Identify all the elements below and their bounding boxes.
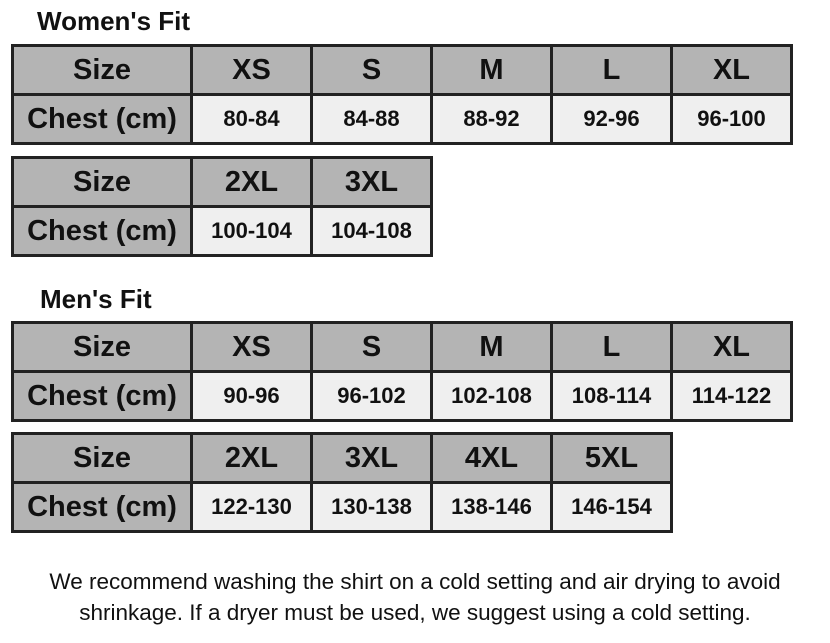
mens-fit-title: Men's Fit: [40, 284, 152, 314]
chest-cell: 90-96: [190, 370, 313, 422]
womens-fit-title: Women's Fit: [37, 6, 191, 36]
size-cell: M: [430, 44, 553, 96]
chest-row: Chest (cm) 80-84 84-88 88-92 92-96 96-100: [11, 93, 793, 145]
chest-header: Chest (cm): [11, 205, 193, 257]
chest-header: Chest (cm): [11, 370, 193, 422]
size-cell: XL: [670, 321, 793, 373]
size-cell: 5XL: [550, 432, 673, 484]
chest-cell: 138-146: [430, 481, 553, 533]
size-cell: XS: [190, 321, 313, 373]
womens-size-table: Size 2XL 3XL Chest (cm) 100-104 104-108: [11, 156, 433, 257]
size-header: Size: [11, 156, 193, 208]
size-cell: L: [550, 321, 673, 373]
care-note: We recommend washing the shirt on a cold…: [49, 569, 781, 625]
size-cell: 2XL: [190, 156, 313, 208]
chest-header: Chest (cm): [11, 93, 193, 145]
chest-cell: 84-88: [310, 93, 433, 145]
chest-cell: 96-102: [310, 370, 433, 422]
chest-row: Chest (cm) 122-130 130-138 138-146 146-154: [11, 481, 673, 533]
size-cell: S: [310, 44, 433, 96]
chest-cell: 96-100: [670, 93, 793, 145]
chest-row: Chest (cm) 100-104 104-108: [11, 205, 433, 257]
size-cell: 3XL: [310, 156, 433, 208]
chest-header: Chest (cm): [11, 481, 193, 533]
size-row: Size 2XL 3XL: [11, 156, 433, 208]
size-cell: 3XL: [310, 432, 433, 484]
mens-size-table: Size 2XL 3XL 4XL 5XL Chest (cm) 122-130 130-138…: [11, 432, 673, 533]
size-cell: 4XL: [430, 432, 553, 484]
chest-cell: 122-130: [190, 481, 313, 533]
chest-cell: 102-108: [430, 370, 553, 422]
size-cell: M: [430, 321, 553, 373]
size-cell: S: [310, 321, 433, 373]
chest-cell: 80-84: [190, 93, 313, 145]
womens-size-table: Size XS S M L XL Chest (cm) 80-84 84-88 88-92 92-9…: [11, 44, 793, 145]
size-row: Size XS S M L XL: [11, 44, 793, 96]
size-cell: L: [550, 44, 673, 96]
chest-cell: 108-114: [550, 370, 673, 422]
chest-cell: 92-96: [550, 93, 673, 145]
size-cell: XL: [670, 44, 793, 96]
size-cell: 2XL: [190, 432, 313, 484]
size-row: Size XS S M L XL: [11, 321, 793, 373]
size-header: Size: [11, 44, 193, 96]
size-header: Size: [11, 432, 193, 484]
size-row: Size 2XL 3XL 4XL 5XL: [11, 432, 673, 484]
mens-size-table: Size XS S M L XL Chest (cm) 90-96 96-102 102-108 1…: [11, 321, 793, 422]
chest-cell: 100-104: [190, 205, 313, 257]
chest-cell: 88-92: [430, 93, 553, 145]
chest-row: Chest (cm) 90-96 96-102 102-108 108-114 114-1…: [11, 370, 793, 422]
chest-cell: 114-122: [670, 370, 793, 422]
size-header: Size: [11, 321, 193, 373]
size-cell: XS: [190, 44, 313, 96]
chest-cell: 104-108: [310, 205, 433, 257]
chest-cell: 146-154: [550, 481, 673, 533]
chest-cell: 130-138: [310, 481, 433, 533]
